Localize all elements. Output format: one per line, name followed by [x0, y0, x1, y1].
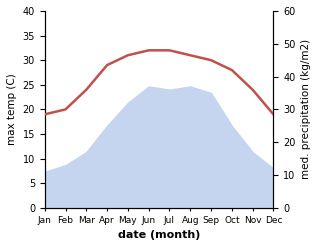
Y-axis label: max temp (C): max temp (C) [7, 74, 17, 145]
Y-axis label: med. precipitation (kg/m2): med. precipitation (kg/m2) [301, 39, 311, 180]
X-axis label: date (month): date (month) [118, 230, 200, 240]
